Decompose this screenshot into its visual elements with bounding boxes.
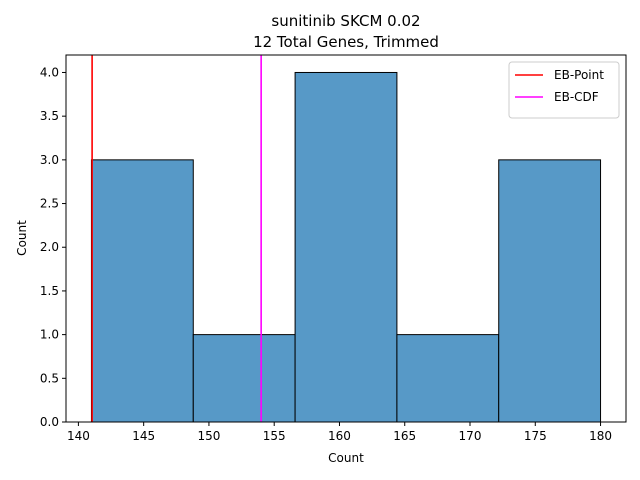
y-tick-label: 3.0 xyxy=(40,153,59,167)
x-tick-label: 160 xyxy=(328,429,351,443)
y-tick-label: 3.5 xyxy=(40,109,59,123)
legend-label: EB-Point xyxy=(554,68,604,82)
y-axis-ticks: 0.0 0.5 1.0 1.5 2.0 2.5 3.0 3.5 4.0 xyxy=(40,65,66,429)
legend-box xyxy=(508,61,620,119)
histogram-bar xyxy=(192,334,296,423)
histogram-bar xyxy=(294,71,398,423)
y-tick-label: 0.0 xyxy=(40,415,59,429)
x-tick-label: 180 xyxy=(589,429,612,443)
histogram-bar xyxy=(498,159,602,423)
x-tick-label: 145 xyxy=(132,429,155,443)
y-tick-label: 2.0 xyxy=(40,240,59,254)
chart-subtitle: 12 Total Genes, Trimmed xyxy=(253,33,439,51)
legend: EB-Point EB-CDF xyxy=(508,61,620,119)
reference-lines-group xyxy=(91,55,262,422)
x-axis-ticks: 140 145 150 155 160 165 170 175 180 xyxy=(67,422,612,443)
y-tick-label: 4.0 xyxy=(40,65,59,79)
y-axis-label: Count xyxy=(15,220,29,256)
x-tick-label: 175 xyxy=(524,429,547,443)
x-tick-label: 150 xyxy=(197,429,220,443)
x-tick-label: 165 xyxy=(393,429,416,443)
chart-title: sunitinib SKCM 0.02 xyxy=(271,12,420,30)
histogram-bar xyxy=(90,159,194,423)
x-axis-label: Count xyxy=(328,451,364,465)
y-tick-label: 1.5 xyxy=(40,284,59,298)
y-tick-label: 0.5 xyxy=(40,371,59,385)
x-tick-label: 140 xyxy=(67,429,90,443)
bars-group xyxy=(90,71,602,423)
y-tick-label: 2.5 xyxy=(40,197,59,211)
histogram-bar xyxy=(396,334,500,423)
plot-frame xyxy=(65,54,627,423)
x-tick-label: 170 xyxy=(459,429,482,443)
x-tick-label: 155 xyxy=(263,429,286,443)
y-tick-label: 1.0 xyxy=(40,328,59,342)
legend-label: EB-CDF xyxy=(554,90,599,104)
